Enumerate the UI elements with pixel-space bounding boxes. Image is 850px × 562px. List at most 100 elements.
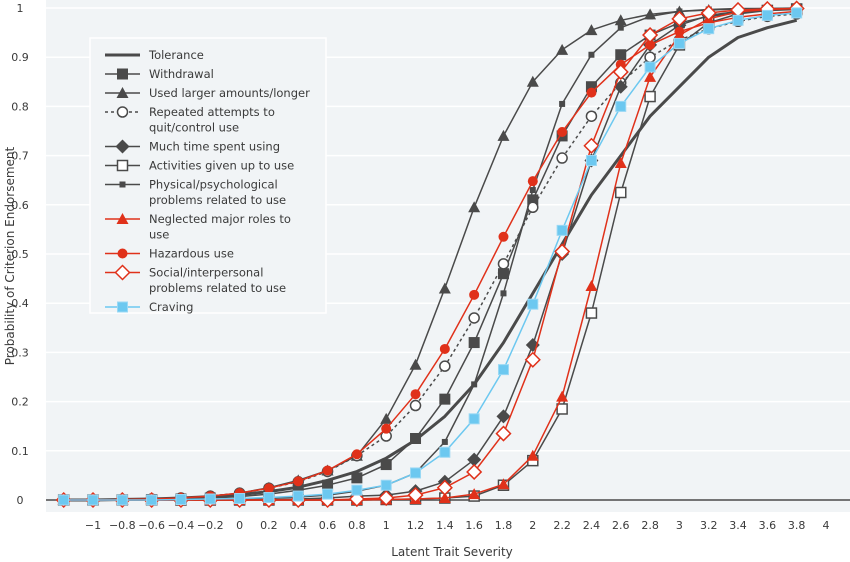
legend-item-withdrawal: Withdrawal	[105, 67, 214, 81]
y-tick-label: 0.2	[11, 396, 29, 409]
legend-label: problems related to use	[149, 281, 286, 295]
data-point	[556, 43, 569, 55]
data-point	[617, 24, 624, 31]
data-point	[557, 126, 568, 137]
data-point	[498, 231, 509, 242]
data-point	[410, 433, 422, 444]
data-point	[380, 412, 393, 424]
legend-swatch-marker	[117, 301, 128, 313]
y-tick-label: 0	[17, 494, 24, 507]
data-point	[438, 282, 451, 294]
x-tick-label: 2.2	[553, 519, 571, 532]
legend-swatch-marker	[114, 264, 131, 281]
data-point	[613, 79, 628, 94]
y-axis-ticks: 0 0.1 0.2 0.3 0.4 0.5 0.6 0.7 0.8 0.9 1	[11, 2, 29, 507]
data-point	[612, 63, 629, 81]
legend-label: Physical/psychological	[149, 178, 278, 192]
legend-item-craving: Craving	[105, 300, 193, 314]
x-tick-label: −0.4	[168, 519, 195, 532]
y-tick-label: 0.8	[11, 100, 29, 113]
x-tick-label: 2	[529, 519, 536, 532]
x-tick-label: −1	[85, 519, 101, 532]
data-point	[469, 289, 480, 300]
data-point	[467, 452, 482, 467]
x-tick-label: 1.4	[436, 519, 454, 532]
data-point	[671, 10, 688, 27]
data-point	[116, 494, 128, 506]
x-tick-label: 1.2	[407, 519, 425, 532]
x-tick-label: 3.4	[729, 519, 747, 532]
data-point	[527, 298, 539, 310]
data-point	[58, 494, 70, 506]
data-point	[554, 243, 571, 260]
legend-label: Social/interpersonal	[149, 266, 263, 280]
data-point	[441, 438, 448, 445]
data-point	[586, 87, 597, 98]
legend-label: Repeated attempts to	[149, 105, 275, 119]
data-point	[146, 494, 158, 506]
data-point	[322, 465, 333, 476]
data-point	[529, 187, 536, 194]
data-point	[468, 337, 480, 349]
data-point	[703, 23, 715, 35]
y-tick-label: 1	[17, 2, 24, 15]
data-point	[497, 268, 509, 280]
data-point	[585, 110, 598, 122]
data-point	[234, 493, 246, 505]
x-tick-label: 1	[383, 519, 390, 532]
data-point	[380, 459, 392, 471]
data-point	[588, 51, 595, 58]
x-tick-label: 0.6	[319, 519, 337, 532]
data-point	[293, 476, 304, 487]
data-point	[644, 70, 657, 82]
legend-swatch-marker	[115, 139, 130, 154]
data-point	[496, 409, 511, 424]
data-point	[378, 489, 395, 507]
data-point	[585, 307, 598, 319]
x-tick-label: 0.2	[260, 519, 278, 532]
data-point	[381, 423, 392, 434]
legend-label: Much time spent using	[149, 140, 280, 154]
legend-swatch-marker	[117, 248, 128, 259]
x-tick-label: 2.8	[641, 519, 659, 532]
y-tick-label: 0.3	[11, 346, 29, 359]
data-point	[322, 488, 334, 500]
legend-item-much-time-spent-using: Much time spent using	[105, 139, 280, 154]
data-point	[615, 49, 627, 61]
data-point	[585, 24, 598, 36]
series-group	[55, 0, 805, 509]
data-point	[791, 7, 803, 19]
legend-label: quit/control use	[149, 121, 239, 135]
data-point	[468, 312, 480, 324]
legend-box	[89, 37, 327, 314]
data-point	[468, 201, 481, 213]
data-point	[524, 351, 541, 368]
x-tick-label: −0.2	[197, 519, 224, 532]
data-point	[556, 224, 568, 236]
legend-swatch-marker	[116, 213, 129, 224]
legend-label: Neglected major roles to	[149, 212, 291, 226]
y-tick-label: 0.4	[11, 297, 29, 310]
data-point	[497, 129, 510, 141]
data-point	[500, 290, 507, 297]
legend-item-hazardous-use: Hazardous use	[105, 247, 234, 261]
data-point	[761, 9, 773, 21]
data-point	[175, 494, 187, 506]
x-tick-label: 3	[676, 519, 683, 532]
data-point	[436, 479, 453, 496]
data-point	[497, 478, 510, 490]
y-tick-label: 0.7	[11, 150, 29, 163]
data-point	[87, 494, 99, 506]
data-point	[439, 360, 451, 372]
data-point	[292, 490, 304, 502]
data-point	[439, 446, 451, 458]
x-tick-label: 0.4	[289, 519, 307, 532]
x-tick-label: 3.2	[700, 519, 718, 532]
x-tick-label: −0.8	[109, 519, 136, 532]
data-point	[556, 403, 568, 415]
legend-item-used-larger-amounts-longer: Used larger amounts/longer	[105, 86, 310, 100]
legend-swatch-marker	[116, 159, 129, 172]
data-point	[527, 176, 538, 187]
